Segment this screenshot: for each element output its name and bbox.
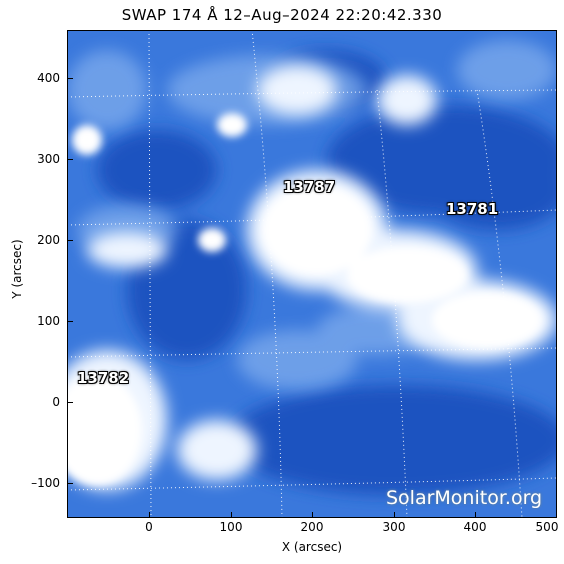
y-tick-mark — [67, 240, 73, 241]
x-tick-mark — [475, 512, 476, 518]
x-tick-mark — [149, 512, 150, 518]
region-label-13782: 13782 — [77, 369, 130, 387]
y-tick-label: 200 — [37, 233, 60, 247]
x-tick-mark — [312, 512, 313, 518]
x-tick-mark — [231, 512, 232, 518]
x-tick-mark — [556, 512, 557, 518]
solar-image — [67, 30, 557, 518]
x-axis-label: X (arcsec) — [281, 540, 343, 554]
region-label-13787: 13787 — [283, 178, 336, 196]
x-tick-label: 400 — [463, 520, 487, 534]
y-tick-label: –100 — [31, 476, 60, 490]
y-tick-label: 300 — [37, 152, 60, 166]
x-tick-label: 500 — [535, 520, 559, 534]
y-tick-mark — [67, 483, 73, 484]
x-tick-mark — [394, 512, 395, 518]
x-tick-label: 0 — [145, 520, 153, 534]
y-axis-label: Y (arcsec) — [10, 239, 24, 299]
y-tick-mark — [67, 402, 73, 403]
x-tick-label: 300 — [382, 520, 406, 534]
image-title: SWAP 174 Å 12–Aug–2024 22:20:42.330 — [121, 6, 443, 24]
y-tick-mark — [67, 78, 73, 79]
y-tick-mark — [67, 159, 73, 160]
y-tick-label: 400 — [37, 71, 60, 85]
y-tick-label: 0 — [52, 395, 60, 409]
x-tick-label: 200 — [300, 520, 324, 534]
y-tick-mark — [67, 321, 73, 322]
region-label-13781: 13781 — [446, 200, 499, 218]
y-tick-label: 100 — [37, 314, 60, 328]
solarmonitor-watermark: SolarMonitor.org — [386, 487, 543, 509]
x-tick-label: 100 — [219, 520, 243, 534]
